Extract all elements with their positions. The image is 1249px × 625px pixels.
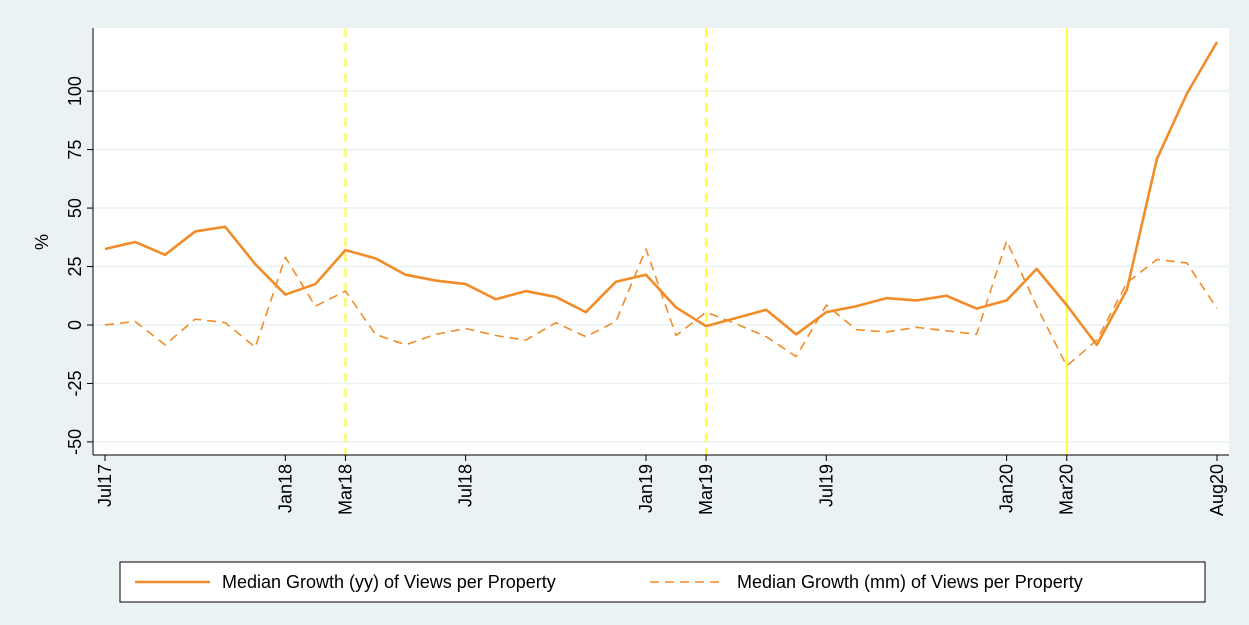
y-tick-label: -25 [65, 370, 85, 396]
x-tick-label: Mar20 [1057, 464, 1077, 515]
legend-label: Median Growth (yy) of Views per Property [222, 572, 556, 592]
x-tick-label: Jan18 [275, 464, 295, 513]
y-tick-label: 75 [65, 140, 85, 160]
y-tick-label: 50 [65, 198, 85, 218]
x-tick-label: Jul17 [95, 464, 115, 507]
x-tick-label: Aug20 [1207, 464, 1227, 516]
x-tick-label: Jul18 [456, 464, 476, 507]
legend-label: Median Growth (mm) of Views per Property [737, 572, 1083, 592]
series-line [104, 240, 1218, 367]
x-tick-label: Mar18 [335, 464, 355, 515]
y-tick-label: -50 [65, 429, 85, 455]
x-tick-label: Mar19 [696, 464, 716, 515]
y-tick-label: 0 [65, 320, 85, 330]
plot-area [93, 28, 1229, 455]
y-tick-label: 25 [65, 257, 85, 277]
legend-box [119, 561, 1206, 603]
x-tick-label: Jan20 [997, 464, 1017, 513]
x-tick-label: Jan19 [636, 464, 656, 513]
y-axis-title: % [32, 234, 52, 250]
x-tick-label: Jul19 [816, 464, 836, 507]
y-tick-label: 100 [65, 76, 85, 106]
